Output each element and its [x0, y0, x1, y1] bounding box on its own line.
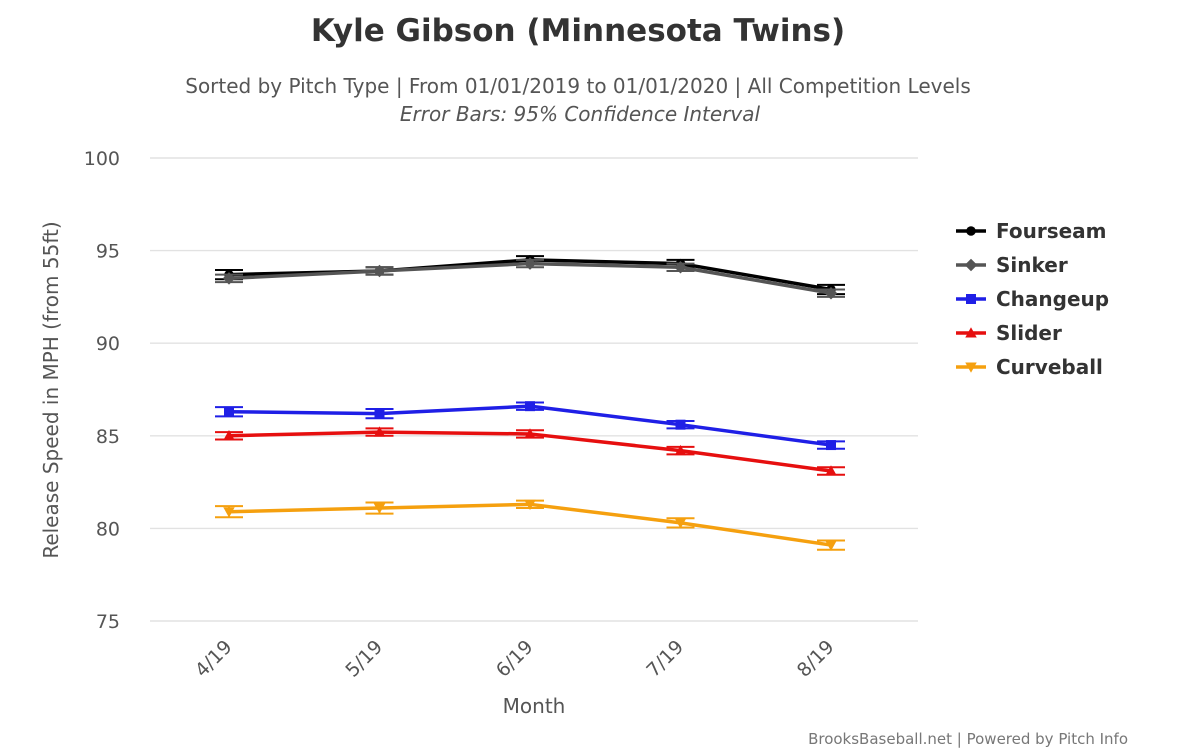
- x-tick-label: 5/19: [341, 636, 387, 682]
- data-point-curveball: [825, 540, 837, 551]
- gridlines: [150, 157, 918, 622]
- series-sinker: [215, 257, 845, 300]
- legend-label-sinker: Sinker: [996, 253, 1068, 277]
- series-line-changeup: [228, 404, 832, 447]
- chart-subtitle: Sorted by Pitch Type | From 01/01/2019 t…: [185, 74, 971, 98]
- data-point-changeup: [374, 408, 385, 419]
- data-point-curveball: [674, 518, 687, 529]
- y-tick-label: 85: [96, 426, 120, 448]
- data-point-changeup: [224, 406, 234, 417]
- legend-item-slider[interactable]: Slider: [956, 321, 1062, 345]
- data-point-slider: [674, 444, 687, 456]
- data-point-sinker: [523, 257, 537, 270]
- chart-credit: BrooksBaseball.net | Powered by Pitch In…: [808, 730, 1128, 748]
- x-tick-label: 4/19: [191, 636, 237, 682]
- data-point-curveball: [223, 507, 235, 518]
- chart-subtitle-error-bars: Error Bars: 95% Confidence Interval: [400, 102, 761, 126]
- y-axis-ticks: 75 80 85 90 95 100: [84, 148, 120, 633]
- data-point-sinker: [824, 286, 838, 300]
- data-point-sinker: [222, 272, 236, 285]
- x-tick-label: 8/19: [793, 636, 839, 682]
- data-point-sinker: [373, 264, 386, 278]
- x-axis-title: Month: [503, 694, 566, 718]
- legend-marker-curveball: [965, 362, 977, 373]
- data-point-curveball: [524, 499, 536, 511]
- legend-label-fourseam: Fourseam: [996, 219, 1107, 243]
- y-tick-label: 75: [96, 611, 120, 633]
- data-point-slider: [223, 430, 235, 441]
- legend-item-fourseam[interactable]: Fourseam: [956, 219, 1107, 243]
- data-point-sinker: [674, 261, 687, 274]
- series-curveball: [215, 499, 845, 551]
- legend-label-changeup: Changeup: [996, 287, 1109, 311]
- data-point-curveball: [373, 503, 386, 514]
- data-point-slider: [825, 465, 837, 476]
- plot-area: [215, 255, 845, 551]
- legend-marker-sinker: [964, 258, 978, 272]
- y-tick-label: 90: [96, 333, 120, 355]
- y-tick-label: 95: [96, 241, 120, 263]
- legend-marker-changeup: [966, 294, 976, 304]
- legend-item-changeup[interactable]: Changeup: [956, 287, 1109, 311]
- legend-item-curveball[interactable]: Curveball: [956, 355, 1103, 379]
- data-point-slider: [524, 428, 536, 439]
- data-point-changeup: [826, 440, 836, 451]
- legend-label-curveball: Curveball: [996, 355, 1103, 379]
- x-tick-label: 6/19: [492, 636, 538, 682]
- chart-title: Kyle Gibson (Minnesota Twins): [311, 13, 845, 49]
- legend-label-slider: Slider: [996, 321, 1062, 345]
- legend: Fourseam Sinker Changeup Slider Curveball: [956, 219, 1109, 379]
- data-point-changeup: [525, 401, 535, 412]
- x-tick-label: 7/19: [642, 636, 688, 682]
- y-axis-title: Release Speed in MPH (from 55ft): [39, 221, 63, 558]
- legend-item-sinker[interactable]: Sinker: [956, 253, 1068, 277]
- legend-marker-slider: [965, 327, 977, 338]
- y-tick-label: 100: [84, 148, 120, 170]
- legend-marker-fourseam: [966, 226, 976, 236]
- data-point-changeup: [675, 419, 686, 430]
- series-line-curveball: [228, 502, 832, 547]
- data-point-slider: [373, 426, 386, 437]
- y-tick-label: 80: [96, 518, 120, 540]
- series-slider: [215, 426, 845, 476]
- x-axis-ticks: 4/19 5/19 6/19 7/19 8/19: [191, 636, 839, 682]
- series-changeup: [215, 401, 845, 451]
